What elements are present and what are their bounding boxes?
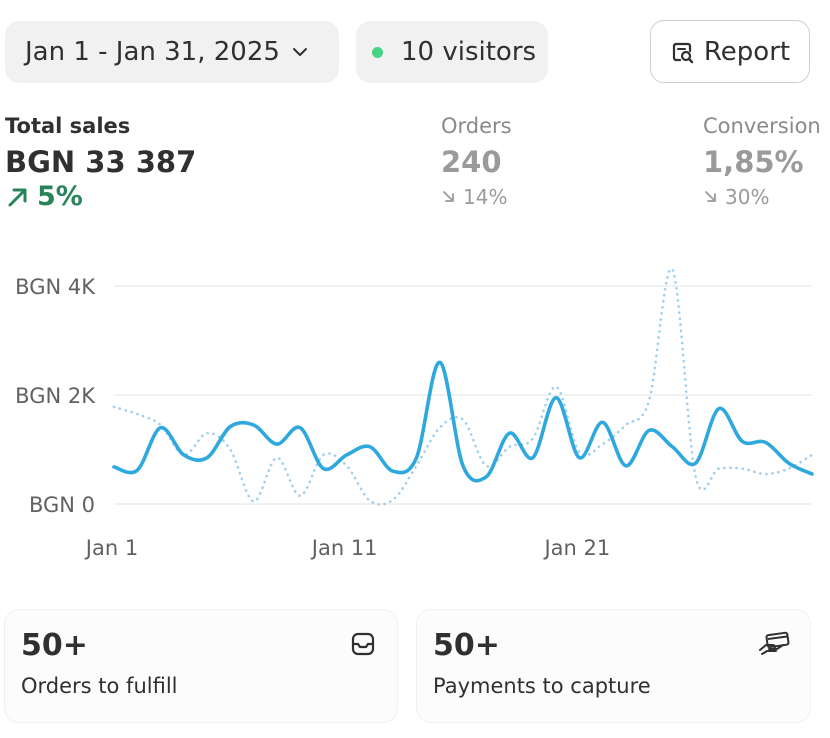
total-sales-value: BGN 33 387 <box>5 145 197 179</box>
chevron-down-icon <box>292 47 308 57</box>
report-search-icon <box>672 42 694 63</box>
conversion-label: Conversion <box>703 114 821 138</box>
previous-period-line <box>112 267 814 506</box>
orders-delta: 14% <box>441 182 512 212</box>
payments-to-capture-card[interactable]: 50+ Payments to capture <box>417 610 810 722</box>
payments-to-capture-label: Payments to capture <box>433 674 651 698</box>
orders-to-fulfill-label: Orders to fulfill <box>21 674 178 698</box>
total-sales-label: Total sales <box>5 114 131 138</box>
orders-delta-value: 14% <box>463 185 508 209</box>
metric-orders[interactable]: Orders 240 14% <box>441 112 512 212</box>
x-tick-label: Jan 1 <box>84 536 138 560</box>
y-tick-label: BGN 4K <box>15 275 96 299</box>
y-tick-label: BGN 0 <box>29 493 95 517</box>
y-tick-label: BGN 2K <box>15 384 96 408</box>
report-button[interactable]: Report <box>650 20 810 83</box>
inbox-icon <box>351 632 375 656</box>
arrow-up-right-icon <box>8 188 27 207</box>
conversion-value: 1,85% <box>703 145 804 179</box>
orders-to-fulfill-count: 50+ <box>21 628 88 663</box>
conversion-delta-value: 30% <box>725 185 770 209</box>
metric-conversion[interactable]: Conversion 1,85% 30% <box>703 112 821 212</box>
visitors-label: 10 visitors <box>401 37 537 67</box>
date-range-selector[interactable]: Jan 1 - Jan 31, 2025 <box>5 21 339 83</box>
arrow-down-right-icon <box>443 191 454 202</box>
total-sales-delta: 5% <box>5 182 196 212</box>
hand-card-icon <box>759 631 790 655</box>
payments-to-capture-count: 50+ <box>433 628 500 663</box>
orders-value: 240 <box>441 145 502 179</box>
metric-total-sales[interactable]: Total sales BGN 33 387 5% <box>5 112 196 212</box>
date-range-label: Jan 1 - Jan 31, 2025 <box>25 37 280 67</box>
arrow-down-right-icon <box>705 191 716 202</box>
orders-to-fulfill-card[interactable]: 50+ Orders to fulfill <box>5 610 397 722</box>
sales-line-chart[interactable]: BGN 0 BGN 2K BGN 4K Jan 1 Jan 11 Jan 21 <box>0 260 830 580</box>
orders-label: Orders <box>441 114 512 138</box>
live-status-dot <box>372 46 383 58</box>
total-sales-delta-value: 5% <box>37 181 83 212</box>
x-tick-label: Jan 21 <box>542 536 610 560</box>
report-label: Report <box>703 36 791 67</box>
x-tick-label: Jan 11 <box>310 536 378 560</box>
current-period-line <box>112 360 814 483</box>
conversion-delta: 30% <box>703 182 821 212</box>
live-visitors-badge[interactable]: 10 visitors <box>356 21 548 83</box>
